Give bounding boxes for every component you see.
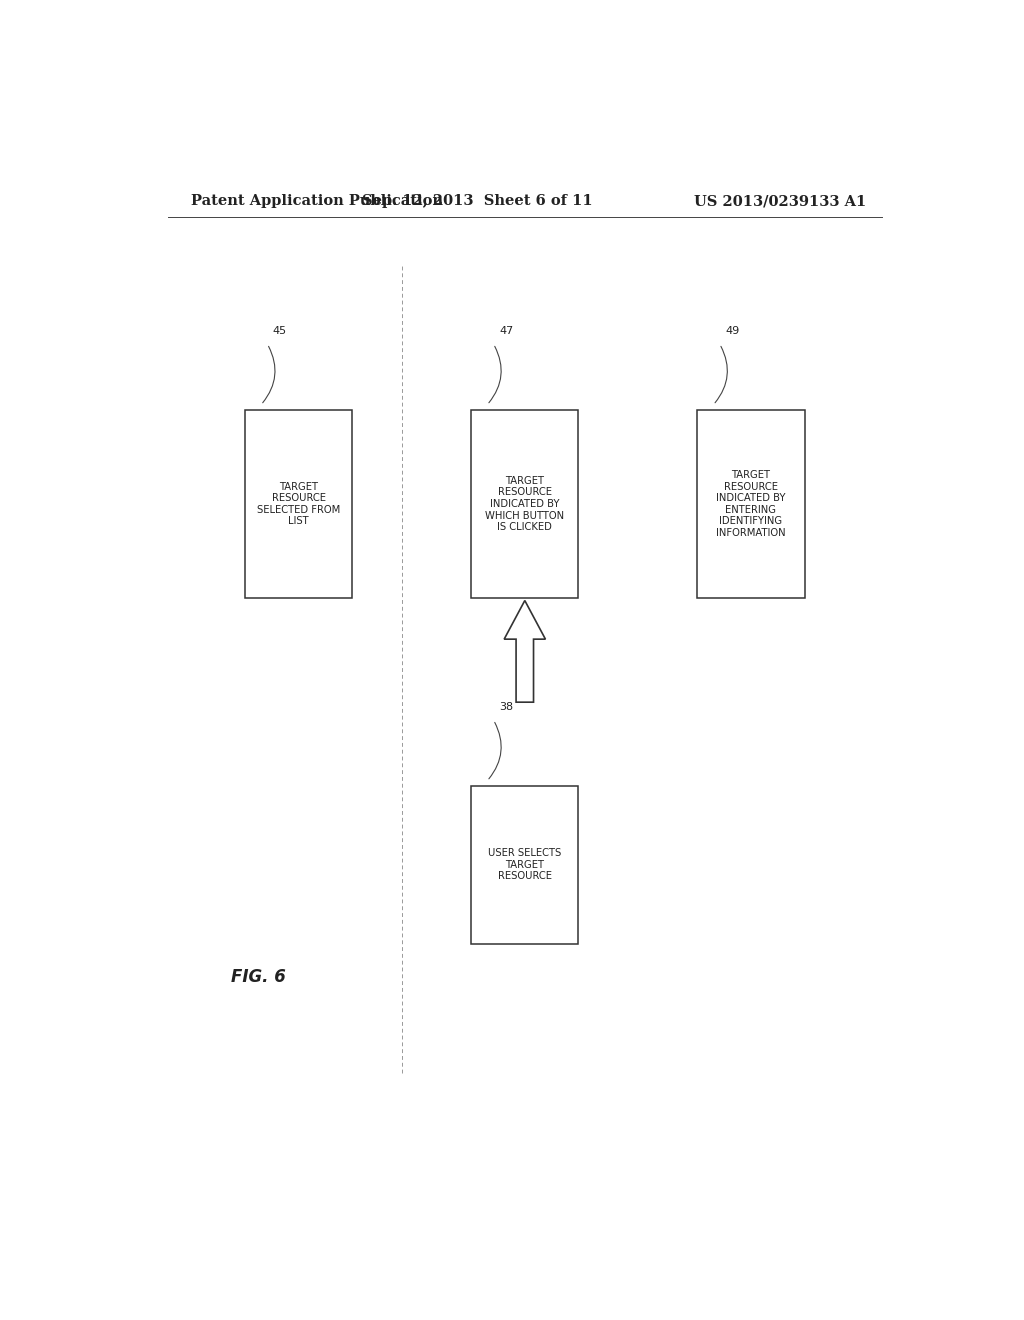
Text: US 2013/0239133 A1: US 2013/0239133 A1 <box>694 194 866 209</box>
Text: TARGET
RESOURCE
INDICATED BY
ENTERING
IDENTIFYING
INFORMATION: TARGET RESOURCE INDICATED BY ENTERING ID… <box>716 470 785 539</box>
Text: FIG. 6: FIG. 6 <box>231 968 286 986</box>
Bar <box>697 411 805 598</box>
Text: 47: 47 <box>499 326 513 335</box>
Bar <box>245 411 352 598</box>
Bar <box>471 411 579 598</box>
Text: TARGET
RESOURCE
INDICATED BY
WHICH BUTTON
IS CLICKED: TARGET RESOURCE INDICATED BY WHICH BUTTO… <box>485 475 564 532</box>
Polygon shape <box>504 601 546 702</box>
Text: 38: 38 <box>499 702 513 711</box>
Text: USER SELECTS
TARGET
RESOURCE: USER SELECTS TARGET RESOURCE <box>488 849 561 882</box>
Text: 49: 49 <box>725 326 739 335</box>
Bar <box>471 785 579 944</box>
Text: Sep. 12, 2013  Sheet 6 of 11: Sep. 12, 2013 Sheet 6 of 11 <box>361 194 593 209</box>
Text: TARGET
RESOURCE
SELECTED FROM
LIST: TARGET RESOURCE SELECTED FROM LIST <box>257 482 340 527</box>
Text: 45: 45 <box>272 326 287 335</box>
Text: Patent Application Publication: Patent Application Publication <box>191 194 443 209</box>
